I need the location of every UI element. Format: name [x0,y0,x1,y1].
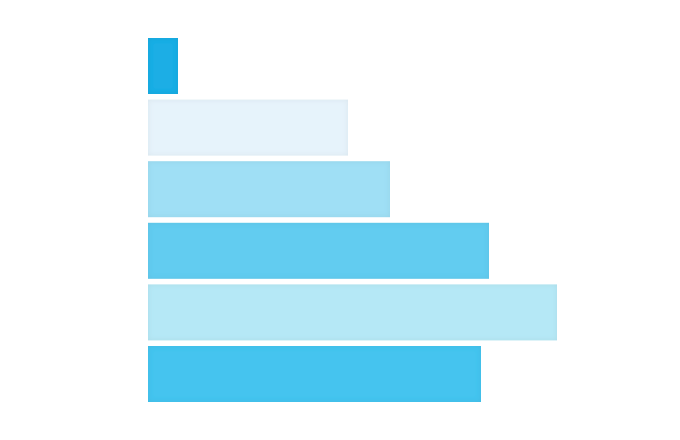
bar [148,346,481,402]
bar [148,161,390,218]
bar [148,222,489,279]
bar [148,99,348,156]
bar [148,38,178,94]
bar [148,284,557,341]
